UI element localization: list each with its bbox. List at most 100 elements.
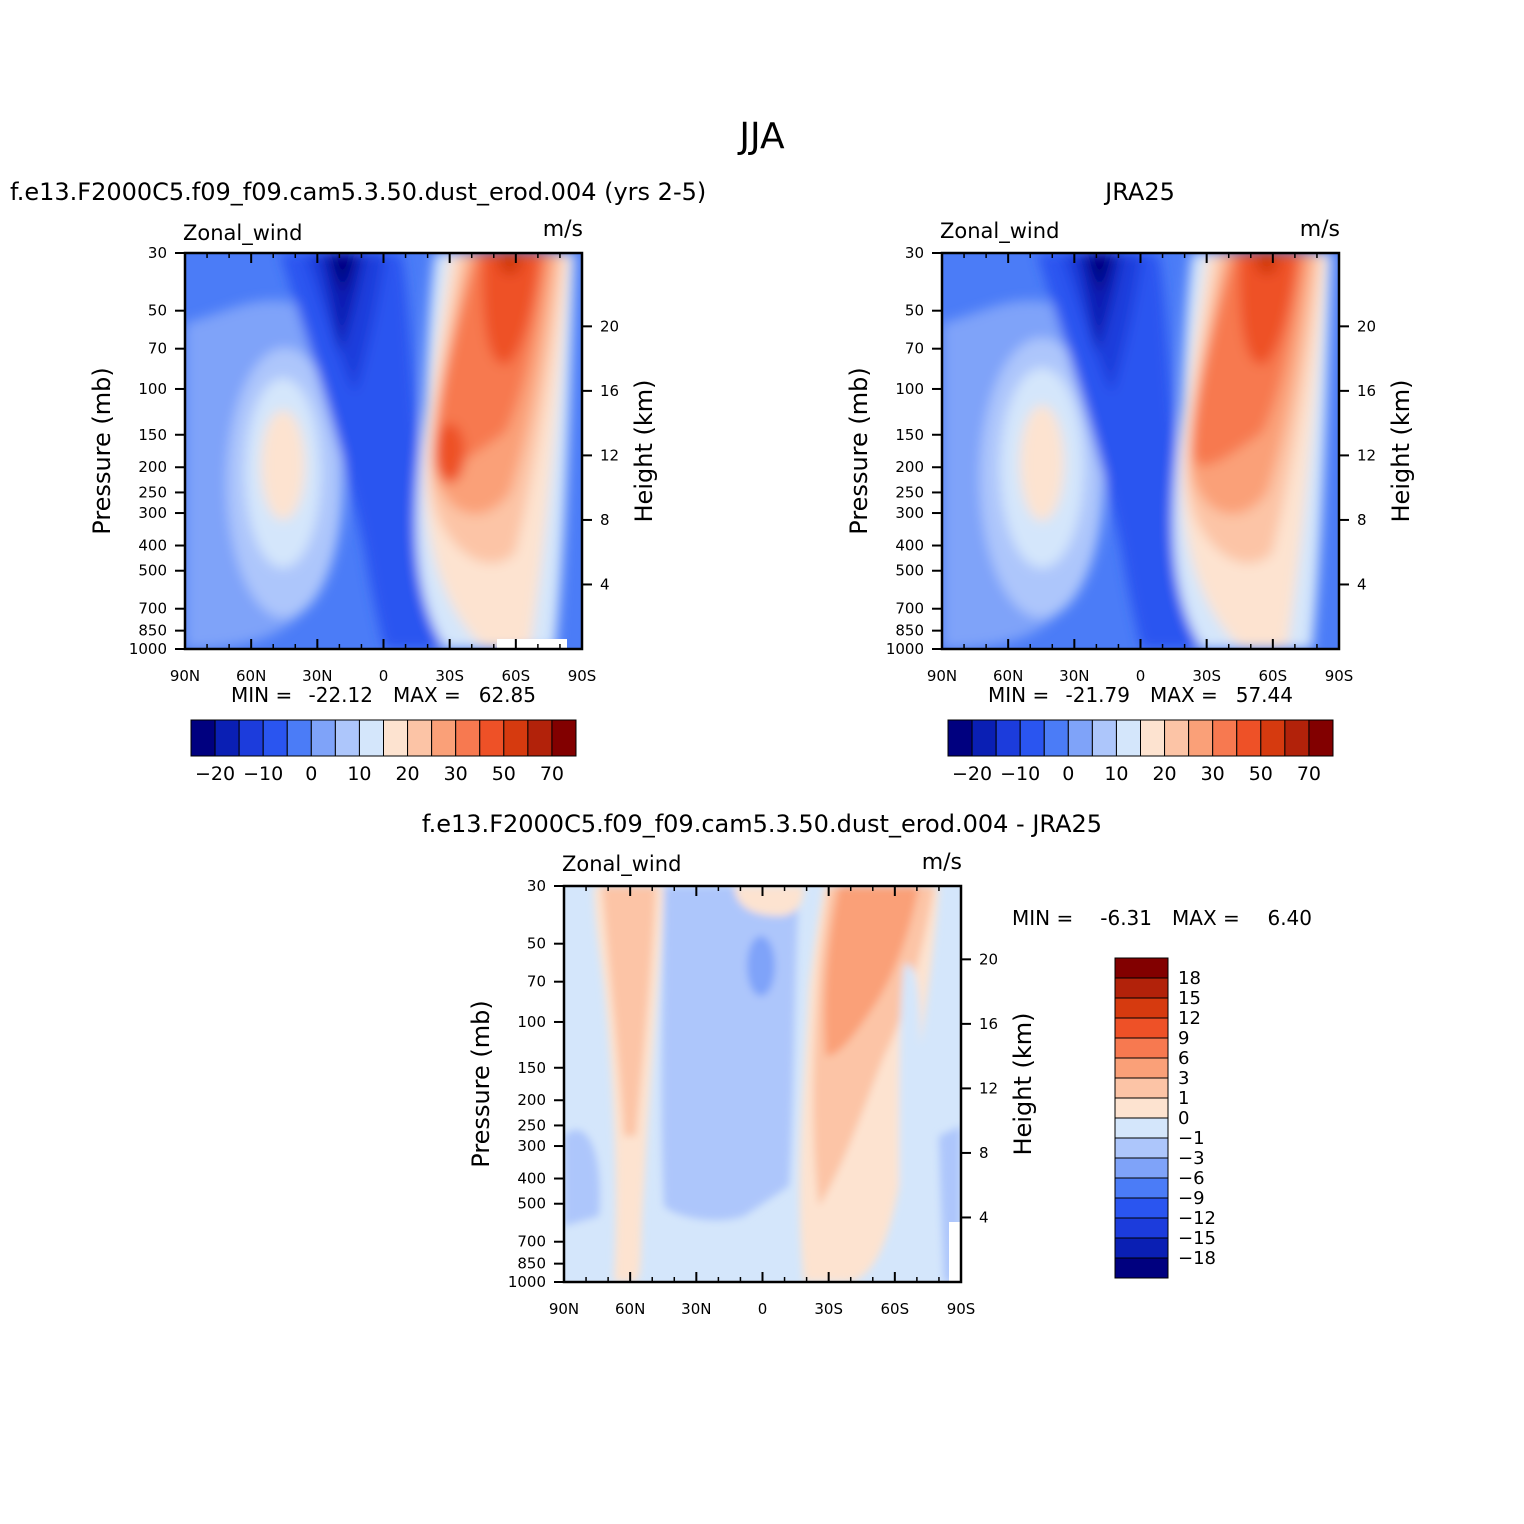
min-label: MIN = — [988, 683, 1049, 707]
colorbar-swatch — [971, 719, 997, 757]
colorbar-swatch — [503, 719, 529, 757]
y-tick-label: 300 — [517, 1137, 546, 1155]
contour-region — [1239, 253, 1297, 365]
x-tick-label: 30N — [302, 667, 332, 685]
panel-subtitle: JRA25 — [1103, 178, 1175, 206]
y-axis-label-right: Height (km) — [630, 380, 658, 523]
y-right-tick-label: 4 — [1357, 575, 1367, 593]
x-tick-label: 90N — [170, 667, 200, 685]
contour-region — [435, 423, 465, 483]
y-tick-label: 300 — [895, 504, 924, 522]
colorbar-swatch — [1308, 719, 1334, 757]
colorbar-label: 15 — [1178, 988, 1201, 1009]
no-data-region — [949, 1222, 961, 1282]
x-tick-label: 30N — [681, 1300, 711, 1318]
x-tick-label: 0 — [379, 667, 389, 685]
colorbar-label: −3 — [1178, 1148, 1205, 1169]
y-right-tick-label: 8 — [600, 511, 610, 529]
colorbar-swatch — [190, 719, 216, 757]
y-tick-label: 150 — [517, 1059, 546, 1077]
x-tick-label: 90S — [1325, 667, 1354, 685]
contour-region — [734, 886, 804, 916]
colorbar-swatch — [1114, 1097, 1169, 1119]
contour-region — [1077, 253, 1122, 353]
colorbar-swatch — [262, 719, 288, 757]
contour-region — [824, 886, 919, 1056]
colorbar-swatch — [1114, 997, 1169, 1019]
min-label: MIN = — [1012, 906, 1073, 930]
y-tick-label: 400 — [895, 537, 924, 555]
colorbar-swatch — [1114, 1197, 1169, 1219]
y-right-tick-label: 8 — [979, 1144, 989, 1162]
colorbar-label: 10 — [347, 763, 371, 785]
colorbar-swatch — [1284, 719, 1310, 757]
colorbar-swatch — [238, 719, 264, 757]
colorbar-swatch — [1019, 719, 1045, 757]
colorbar-swatch — [310, 719, 336, 757]
colorbar-label: 30 — [444, 763, 468, 785]
x-tick-label: 60S — [502, 667, 531, 685]
y-tick-label: 100 — [138, 380, 167, 398]
max-label: MAX = — [1172, 906, 1240, 930]
colorbar-swatch — [1188, 719, 1214, 757]
contour-region — [280, 253, 455, 649]
panel-units-label: m/s — [1300, 217, 1340, 242]
contour-region — [747, 936, 775, 996]
colorbar-label: 0 — [1062, 763, 1074, 785]
y-tick-label: 700 — [517, 1233, 546, 1251]
axis-ticks: 90N 60N 30N 0 30S 60S 90S 30 50 70 100 150 200 250 300… — [886, 244, 1376, 685]
x-tick-label: 30N — [1059, 667, 1089, 685]
max-value: 57.44 — [1236, 683, 1293, 707]
colorbar-swatch — [551, 719, 577, 757]
colorbar-label: 3 — [1178, 1068, 1189, 1089]
min-value: -21.79 — [1066, 683, 1130, 707]
colorbar-swatch — [383, 719, 409, 757]
x-tick-label: 30S — [1192, 667, 1221, 685]
colorbar-swatch — [1114, 957, 1169, 979]
contour-region — [330, 253, 355, 293]
stats-line: MIN = -6.31 MAX = 6.40 — [1012, 906, 1312, 930]
colorbar-swatch — [1091, 719, 1117, 757]
colorbar-swatch — [1236, 719, 1262, 757]
x-tick-label: 90N — [549, 1300, 579, 1318]
colorbar-label: 30 — [1201, 763, 1225, 785]
colorbar-label: 70 — [1297, 763, 1321, 785]
contour-region — [498, 253, 522, 275]
y-tick-label: 200 — [895, 458, 924, 476]
max-value: 6.40 — [1267, 906, 1312, 930]
panel-model: f.e13.F2000C5.f09_f09.cam5.3.50.dust_ero… — [10, 178, 706, 785]
y-tick-label: 100 — [895, 380, 924, 398]
colorbar-swatch — [1067, 719, 1093, 757]
y-axis-label: Pressure (mb) — [467, 1000, 495, 1167]
colorbar-swatch — [1114, 1257, 1169, 1279]
colorbar-swatch — [1114, 1237, 1169, 1259]
colorbar-swatch — [1114, 1177, 1169, 1199]
colorbar-swatch — [1114, 1057, 1169, 1079]
y-tick-label: 50 — [527, 935, 546, 953]
y-tick-label: 400 — [517, 1170, 546, 1188]
stats-line: MIN = -21.79 MAX = 57.44 — [988, 683, 1293, 707]
y-tick-label: 70 — [905, 340, 924, 358]
y-tick-label: 850 — [138, 622, 167, 640]
colorbar-swatch — [1114, 1217, 1169, 1239]
colorbar-swatch — [1114, 977, 1169, 999]
y-tick-label: 50 — [905, 302, 924, 320]
contour-region — [1037, 253, 1212, 649]
colorbar-swatch — [455, 719, 481, 757]
colorbar-label: 20 — [1152, 763, 1176, 785]
min-value: -6.31 — [1100, 906, 1152, 930]
x-tick-label: 90N — [927, 667, 957, 685]
contour-region — [1255, 253, 1279, 275]
max-value: 62.85 — [479, 683, 536, 707]
contour-region — [261, 410, 305, 520]
panel-units-label: m/s — [922, 850, 962, 875]
colorbar-swatch — [358, 719, 384, 757]
y-axis-label: Pressure (mb) — [88, 367, 116, 534]
contour-region — [899, 964, 921, 1186]
colorbar-swatch — [1114, 1017, 1169, 1039]
y-right-tick-label: 4 — [979, 1208, 989, 1226]
colorbar-label: 12 — [1178, 1008, 1201, 1029]
plot-area — [942, 253, 1339, 649]
y-tick-label: 500 — [895, 562, 924, 580]
stats-line: MIN = -22.12 MAX = 62.85 — [231, 683, 536, 707]
